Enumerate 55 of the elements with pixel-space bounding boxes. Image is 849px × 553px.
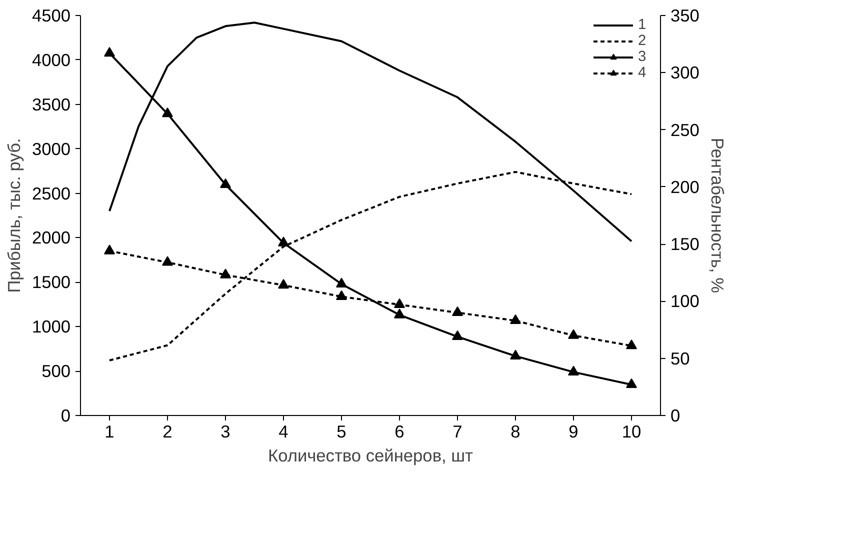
y-tick-label: 2500 — [32, 183, 71, 204]
point — [220, 178, 231, 188]
y-tick-label: 500 — [42, 361, 71, 382]
y-tick-label: 1000 — [32, 316, 71, 337]
x-axis-title: Количество сейнеров, шт — [268, 446, 474, 466]
x-tick-label: 6 — [394, 422, 404, 442]
y-tick-label: 0 — [60, 406, 71, 426]
point — [452, 330, 463, 340]
y2-tick-label: 350 — [670, 6, 700, 26]
point — [278, 236, 289, 246]
point — [568, 366, 579, 376]
legend-label: 3 — [638, 49, 648, 65]
y-tick-label: 2000 — [32, 228, 71, 248]
y-tick-label: 3500 — [32, 94, 71, 114]
point — [220, 268, 231, 278]
x-tick-label: 5 — [336, 422, 346, 442]
point — [568, 329, 579, 339]
x-tick-label: 9 — [568, 422, 578, 442]
point — [626, 340, 637, 350]
y2-tick-label: 200 — [670, 176, 700, 197]
y2-tick-label: 300 — [670, 62, 700, 83]
x-tick-label: 4 — [278, 422, 289, 442]
point — [104, 244, 115, 254]
point — [278, 278, 289, 289]
point — [394, 308, 405, 318]
point — [510, 314, 521, 324]
y-tick-label: 3000 — [32, 138, 71, 159]
x-tick-label: 2 — [162, 422, 172, 442]
y2-axis-title: Рентабельность, % — [707, 138, 728, 294]
legend-label: 4 — [638, 65, 648, 81]
x-tick-label: 8 — [510, 422, 520, 442]
point — [452, 306, 463, 316]
y-tick-label: 1500 — [32, 272, 71, 292]
legend-label: 2 — [638, 33, 648, 49]
y-axis-title: Прибыль, тыс. руб. — [4, 138, 24, 293]
point — [626, 378, 637, 388]
point — [394, 298, 405, 308]
y2-tick-label: 100 — [670, 291, 700, 312]
point — [162, 256, 173, 266]
y-tick-label: 4000 — [32, 50, 71, 70]
point — [104, 46, 115, 57]
y2-tick-label: 0 — [670, 406, 680, 426]
y2-tick-label: 50 — [670, 348, 690, 368]
legend-label: 1 — [638, 17, 648, 33]
point — [162, 108, 173, 118]
point — [336, 278, 347, 288]
y-tick-label: 4500 — [32, 6, 71, 26]
x-tick-label: 1 — [104, 422, 114, 442]
x-tick-label: 3 — [220, 422, 230, 442]
y2-tick-label: 150 — [670, 234, 700, 254]
x-tick-label: 10 — [622, 422, 642, 442]
point — [336, 290, 347, 300]
point — [510, 350, 521, 360]
x-tick-label: 7 — [452, 422, 462, 442]
y2-tick-label: 250 — [670, 120, 700, 140]
